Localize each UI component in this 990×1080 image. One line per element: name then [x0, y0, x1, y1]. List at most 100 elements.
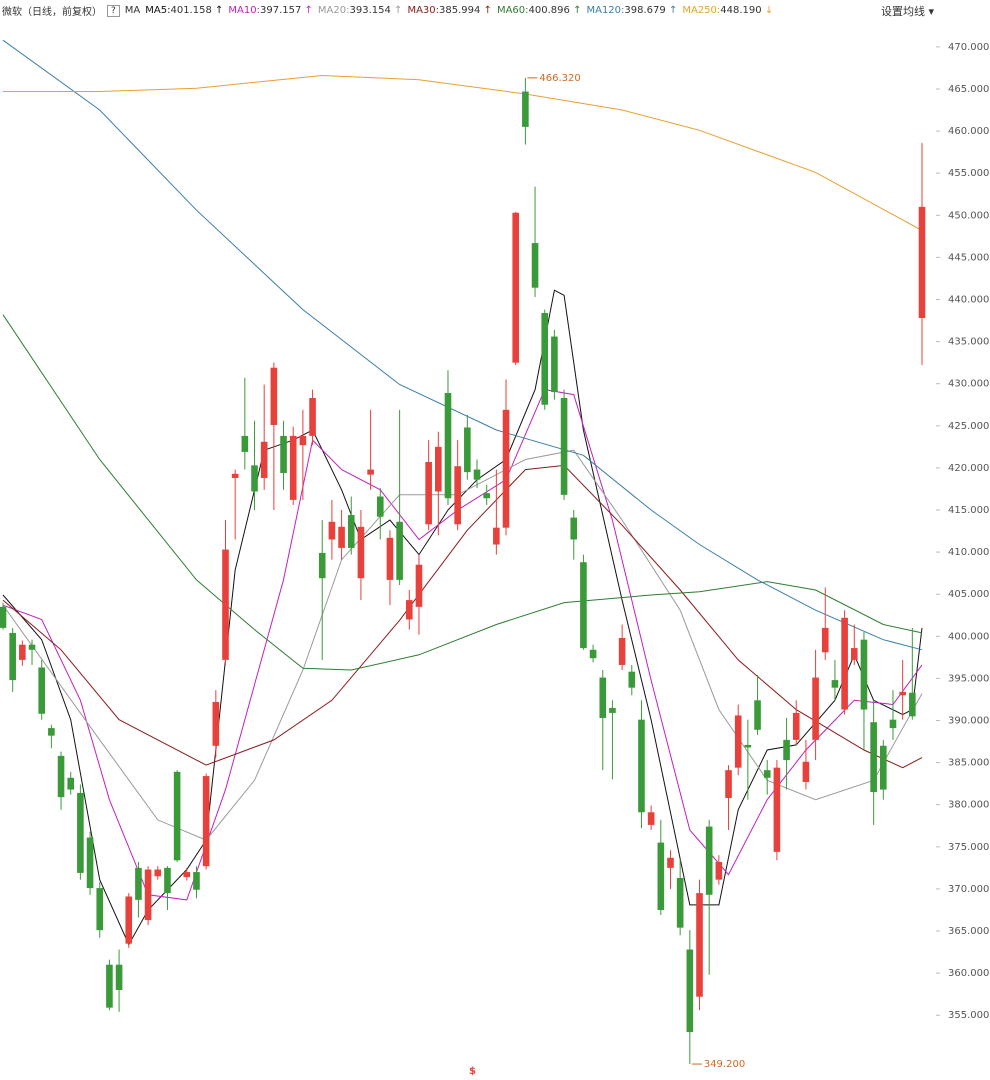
candle-body: [531, 243, 539, 288]
candle-body: [193, 872, 200, 890]
candle-body: [802, 761, 810, 782]
legend-trend: ↑: [215, 5, 224, 16]
candle-body: [870, 722, 877, 793]
candle-body: [464, 427, 471, 473]
candle-body: [918, 206, 926, 319]
legend-trend: ↑: [573, 5, 582, 16]
candle-body: [367, 469, 374, 475]
candle-body: [135, 867, 142, 900]
legend-value: 398.679: [624, 5, 666, 16]
ma-label: MA: [124, 5, 141, 16]
candle-body: [909, 692, 916, 717]
ma-line: [2, 314, 923, 671]
legend-name: MA20: [317, 5, 347, 16]
y-tick-label: 410.000: [948, 547, 989, 558]
candle-body: [57, 755, 65, 798]
candle-body: [734, 715, 742, 768]
candle-body: [173, 771, 181, 861]
candle-body: [609, 707, 616, 713]
candle-body: [850, 648, 858, 660]
candle-body: [386, 537, 394, 580]
candle-body: [328, 521, 336, 540]
legend-name: MA5: [145, 5, 168, 16]
candle-body: [38, 667, 45, 714]
y-tick-label: 355.000: [948, 1010, 989, 1021]
candle-body: [773, 767, 781, 852]
candle-body: [9, 632, 16, 681]
candle-body: [231, 473, 239, 479]
candle-body: [541, 312, 549, 405]
legend-trend: ↑: [394, 5, 403, 16]
candle-body: [251, 465, 258, 492]
candle-body: [241, 435, 249, 452]
candle-body: [522, 91, 529, 127]
legend-value: 385.994: [439, 5, 481, 16]
candle-body: [48, 728, 55, 736]
candle-body: [299, 435, 307, 446]
candle-body: [86, 837, 94, 889]
legend-entry: MA20:393.154 ↑: [317, 5, 403, 16]
candle-body: [551, 336, 558, 393]
candle-body: [415, 564, 423, 607]
ma-line: [2, 39, 923, 651]
y-tick-label: 365.000: [948, 926, 989, 937]
settings-button[interactable]: 设置均线 ▾: [880, 5, 934, 18]
candle-body: [589, 649, 597, 659]
candle-body: [67, 777, 75, 790]
legend-entry: MA250:448.190 ↓: [682, 5, 774, 16]
candle-body: [425, 462, 432, 525]
legend-name: MA60: [496, 5, 526, 16]
y-tick-label: 370.000: [948, 884, 989, 895]
legend-entry: MA5:401.158 ↑: [145, 5, 224, 16]
title: 微软（日线，前复权）: [2, 7, 102, 18]
candle-body: [396, 521, 403, 580]
candle-body: [657, 842, 665, 910]
y-tick-label: 400.000: [948, 631, 989, 642]
candle-body: [376, 496, 384, 517]
candle-body: [676, 877, 684, 928]
y-tick-label: 430.000: [948, 379, 989, 390]
y-tick-label: 450.000: [948, 210, 989, 221]
y-tick-label: 460.000: [948, 126, 989, 137]
candle-body: [357, 526, 365, 579]
candle-body: [493, 527, 500, 545]
candle-body: [599, 677, 607, 718]
candle-body: [705, 826, 713, 895]
y-tick-label: 405.000: [948, 589, 989, 600]
candle-body: [96, 888, 104, 931]
bottom-marker: $: [469, 1066, 476, 1077]
candle-body: [696, 893, 703, 997]
candle-body: [812, 677, 819, 740]
candle-body: [725, 770, 732, 798]
low-annotation: 349.200: [704, 1059, 745, 1070]
y-tick-label: 435.000: [948, 337, 989, 348]
y-tick-label: 395.000: [948, 673, 989, 684]
y-tick-label: 440.000: [948, 294, 989, 305]
y-tick-label: 385.000: [948, 758, 989, 769]
help-icon[interactable]: ?: [107, 4, 120, 17]
y-tick-label: 415.000: [948, 505, 989, 516]
candle-body: [715, 861, 723, 880]
candle-body: [454, 466, 461, 525]
legend-name: MA10: [228, 5, 257, 16]
candle-body: [686, 949, 694, 1033]
y-tick-label: 425.000: [948, 421, 989, 432]
y-tick-label: 360.000: [948, 968, 989, 979]
candle-body: [222, 549, 229, 660]
y-tick-label: 445.000: [948, 252, 989, 263]
candle-body: [19, 644, 26, 660]
candle-body: [889, 719, 897, 729]
legend-value: 400.896: [528, 5, 570, 16]
candle-body: [483, 493, 490, 499]
y-tick-label: 455.000: [948, 168, 989, 179]
y-tick-label: 375.000: [948, 842, 989, 853]
legend-entry: MA30:385.994 ↑: [407, 5, 492, 16]
header: 微软（日线，前复权） ? MA MA5:401.158 ↑ MA10:397.15…: [2, 3, 773, 18]
candle-body: [618, 637, 626, 665]
candle-body: [841, 617, 848, 710]
candle-body: [154, 869, 162, 877]
candle-body: [212, 701, 220, 746]
candle-body: [289, 435, 297, 500]
